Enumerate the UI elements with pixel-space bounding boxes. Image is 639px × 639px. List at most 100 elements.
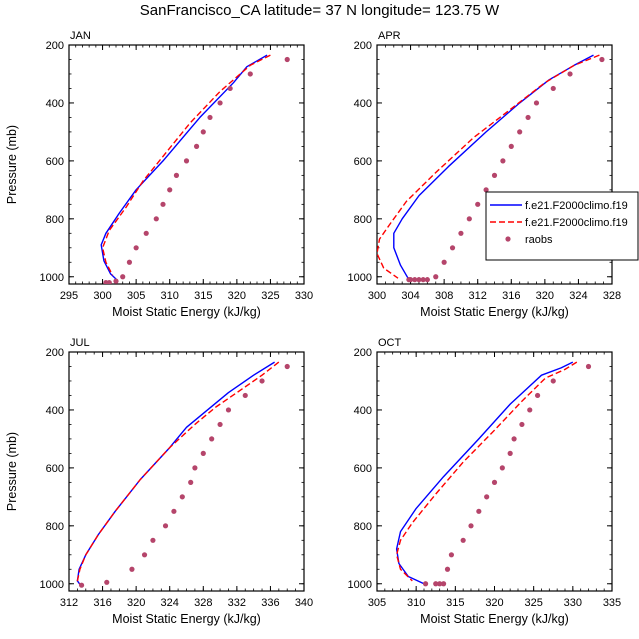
raobs-point (103, 279, 109, 284)
panel-title: OCT (378, 337, 402, 349)
raobs-point (160, 201, 166, 207)
legend-item-model2: f.e21.F2000climo.f19 (490, 217, 628, 229)
x-tick-label: 304 (401, 290, 419, 302)
raobs-point (475, 201, 481, 207)
y-tick-label: 400 (354, 98, 372, 110)
x-axis-label: Moist Static Energy (kJ/kg) (420, 305, 569, 319)
x-tick-label: 310 (161, 290, 179, 302)
raobs-point (599, 56, 605, 63)
y-tick-label: 1000 (40, 272, 64, 284)
x-tick-label: 324 (569, 290, 587, 302)
x-tick-label: 316 (93, 597, 111, 609)
legend-item-raobs: raobs (505, 234, 553, 246)
raobs-point (126, 259, 133, 265)
panel-jul: JUL 312 316 320 324 328 332 336 340 200 400 600 800 1… (5, 337, 313, 626)
y-tick-label: 400 (354, 405, 372, 417)
plot-frame (68, 351, 305, 592)
raobs-point (507, 450, 513, 456)
y-tick-label: 600 (354, 463, 372, 475)
panel-title: APR (378, 30, 401, 42)
raobs-point (468, 523, 474, 529)
raobs-point (567, 71, 573, 77)
model1-line (393, 54, 594, 281)
raobs-point (440, 581, 447, 587)
x-tick-label: 315 (446, 597, 464, 609)
model2-line (76, 361, 280, 588)
raobs-point (78, 582, 85, 588)
raobs-point (511, 436, 517, 442)
raobs-point (460, 537, 466, 543)
y-tick-label: 1000 (40, 579, 64, 591)
raobs-point (247, 71, 253, 77)
legend-label: f.e21.F2000climo.f19 (525, 217, 628, 229)
raobs-point (437, 581, 443, 587)
raobs-point (444, 566, 451, 572)
x-tick-label: 325 (261, 290, 279, 302)
raobs-point (129, 566, 135, 572)
plot-area (76, 361, 290, 588)
raobs-point (449, 245, 456, 251)
raobs-point (483, 187, 489, 193)
raobs-point (519, 421, 525, 428)
panel-title: JAN (70, 30, 91, 42)
raobs-point (183, 158, 190, 164)
y-tick-label: 200 (46, 40, 64, 52)
raobs-point (466, 216, 472, 222)
legend-marker (505, 236, 511, 242)
x-tick-label: 320 (485, 597, 503, 609)
x-tick-label: 308 (435, 290, 453, 302)
plot-area (100, 54, 290, 284)
plot-area (377, 54, 605, 283)
raobs-point (433, 581, 439, 587)
raobs-point (284, 363, 290, 370)
raobs-point (162, 523, 169, 529)
raobs-point (499, 465, 505, 471)
raobs-point (585, 363, 592, 370)
page-title: SanFrancisco_CA latitude= 37 N longitude… (139, 2, 500, 19)
model2-line (101, 54, 271, 276)
raobs-point (120, 274, 126, 280)
raobs-point (491, 172, 498, 178)
model2-line (377, 54, 600, 279)
x-tick-label: 336 (261, 597, 279, 609)
raobs-point (167, 187, 173, 193)
panel-title: JUL (70, 337, 90, 349)
raobs-point (550, 85, 556, 92)
raobs-point (500, 158, 506, 164)
raobs-point (533, 100, 540, 106)
x-tick-label: 316 (502, 290, 520, 302)
raobs-point (200, 129, 206, 135)
raobs-point (171, 508, 177, 514)
plot-frame (376, 351, 613, 592)
legend-label: raobs (525, 234, 553, 246)
raobs-point (143, 230, 149, 236)
panel-jan: JAN 295 300 305 310 315 320 325 330 200 400 600 800 1… (5, 30, 313, 319)
raobs-point (207, 114, 213, 121)
raobs-point (284, 56, 290, 63)
x-tick-label: 305 (127, 290, 145, 302)
raobs-point (192, 465, 198, 471)
model1-line (100, 54, 268, 281)
x-tick-label: 320 (228, 290, 246, 302)
raobs-point (173, 172, 180, 178)
raobs-point (441, 259, 447, 265)
raobs-point (525, 114, 531, 121)
raobs-point (527, 407, 533, 413)
x-tick-label: 330 (564, 597, 582, 609)
raobs-point (150, 537, 156, 543)
raobs-point (242, 392, 248, 399)
x-tick-label: 320 (536, 290, 554, 302)
raobs-point (259, 378, 265, 384)
x-tick-label: 312 (469, 290, 487, 302)
raobs-point (113, 278, 119, 284)
raobs-point (416, 277, 422, 283)
raobs-point (209, 436, 215, 442)
raobs-point (217, 100, 223, 106)
y-tick-label: 800 (46, 214, 64, 226)
x-tick-label: 320 (127, 597, 145, 609)
x-tick-label: 330 (295, 290, 313, 302)
raobs-point (141, 552, 148, 558)
x-tick-label: 295 (60, 290, 78, 302)
raobs-point (227, 85, 233, 92)
